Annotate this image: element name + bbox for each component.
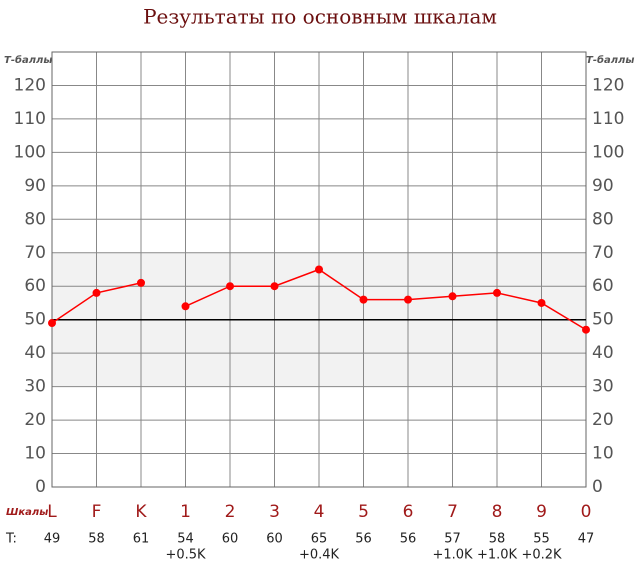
y-tick-label: 110 [14, 109, 46, 129]
x-tick-label: 8 [492, 502, 503, 522]
x-tick-label: 6 [403, 502, 414, 522]
plot-border [51, 51, 587, 488]
correction-label: +1.0K [432, 548, 473, 563]
marker [582, 325, 590, 334]
y-tick-label: 40 [24, 343, 46, 363]
y-tick-label: 100 [14, 142, 46, 162]
y-tick-label-right: 0 [592, 477, 603, 497]
x-tick-label: F [92, 502, 102, 522]
marker [48, 319, 56, 328]
y-tick-label: 60 [24, 276, 46, 296]
x-tick-label: 1 [180, 502, 191, 522]
marker [315, 265, 323, 274]
chart-title: Результаты по основным шкалам [143, 5, 497, 29]
score-label: 54 [177, 532, 194, 547]
y-tick-label: 10 [24, 444, 46, 464]
score-label: 49 [44, 532, 61, 547]
y-tick-label-right: 100 [592, 142, 624, 162]
correction-label: +1.0K [477, 548, 518, 563]
x-tick-label: K [135, 502, 147, 522]
y-axis-label: Т-баллы [4, 54, 52, 66]
marker [181, 302, 190, 311]
score-label: 56 [400, 532, 417, 547]
score-label: 55 [533, 532, 550, 547]
x-tick-label: 2 [225, 502, 236, 522]
y-tick-label-right: 110 [592, 109, 624, 129]
y-tick-label: 90 [24, 176, 46, 196]
score-label: 60 [222, 532, 239, 547]
y-tick-label: 0 [35, 477, 46, 497]
marker [137, 278, 145, 287]
marker [92, 288, 101, 297]
y-tick-label-right: 50 [592, 310, 614, 330]
x-axis-label: Шкалы [6, 507, 48, 518]
y-tick-label-right: 10 [592, 444, 614, 464]
score-label: 58 [88, 532, 105, 547]
y-tick-label-right: 90 [592, 176, 614, 196]
y-tick-label: 20 [24, 410, 46, 430]
x-tick-label: L [47, 502, 57, 522]
score-label: 61 [133, 532, 150, 547]
score-label: 60 [266, 532, 283, 547]
x-tick-label: 0 [581, 502, 592, 522]
x-tick-label: 4 [314, 502, 325, 522]
marker [448, 292, 457, 301]
correction-label: +0.4K [299, 548, 340, 563]
correction-label: +0.5K [165, 548, 206, 563]
y-tick-label-right: 40 [592, 343, 614, 363]
score-label: 47 [578, 532, 595, 547]
x-tick-label: 5 [358, 502, 369, 522]
x-tick-label: 3 [269, 502, 280, 522]
y-tick-label: 30 [24, 377, 46, 397]
correction-label: +0.2K [521, 548, 562, 563]
y-tick-label-right: 80 [592, 209, 614, 229]
y-axis-label-right: Т-баллы [586, 54, 634, 66]
marker [493, 288, 501, 297]
marker [359, 295, 368, 304]
marker [270, 282, 279, 291]
score-label: 56 [355, 532, 372, 547]
marker [404, 295, 412, 304]
score-label: 57 [444, 532, 461, 547]
y-tick-label-right: 60 [592, 276, 614, 296]
score-label: 65 [311, 532, 328, 547]
marker [226, 282, 234, 291]
y-tick-label-right: 20 [592, 410, 614, 430]
x-tick-label: 9 [536, 502, 547, 522]
y-tick-label: 70 [24, 243, 46, 263]
score-row-label: T: [5, 532, 17, 547]
y-tick-label: 120 [14, 75, 46, 95]
marker [537, 298, 546, 307]
x-tick-label: 7 [447, 502, 458, 522]
y-tick-label-right: 70 [592, 243, 614, 263]
y-tick-label-right: 120 [592, 75, 624, 95]
score-label: 58 [489, 532, 506, 547]
line [185, 268, 587, 331]
y-tick-label: 80 [24, 209, 46, 229]
y-tick-label-right: 30 [592, 377, 614, 397]
y-tick-label: 50 [24, 310, 46, 330]
